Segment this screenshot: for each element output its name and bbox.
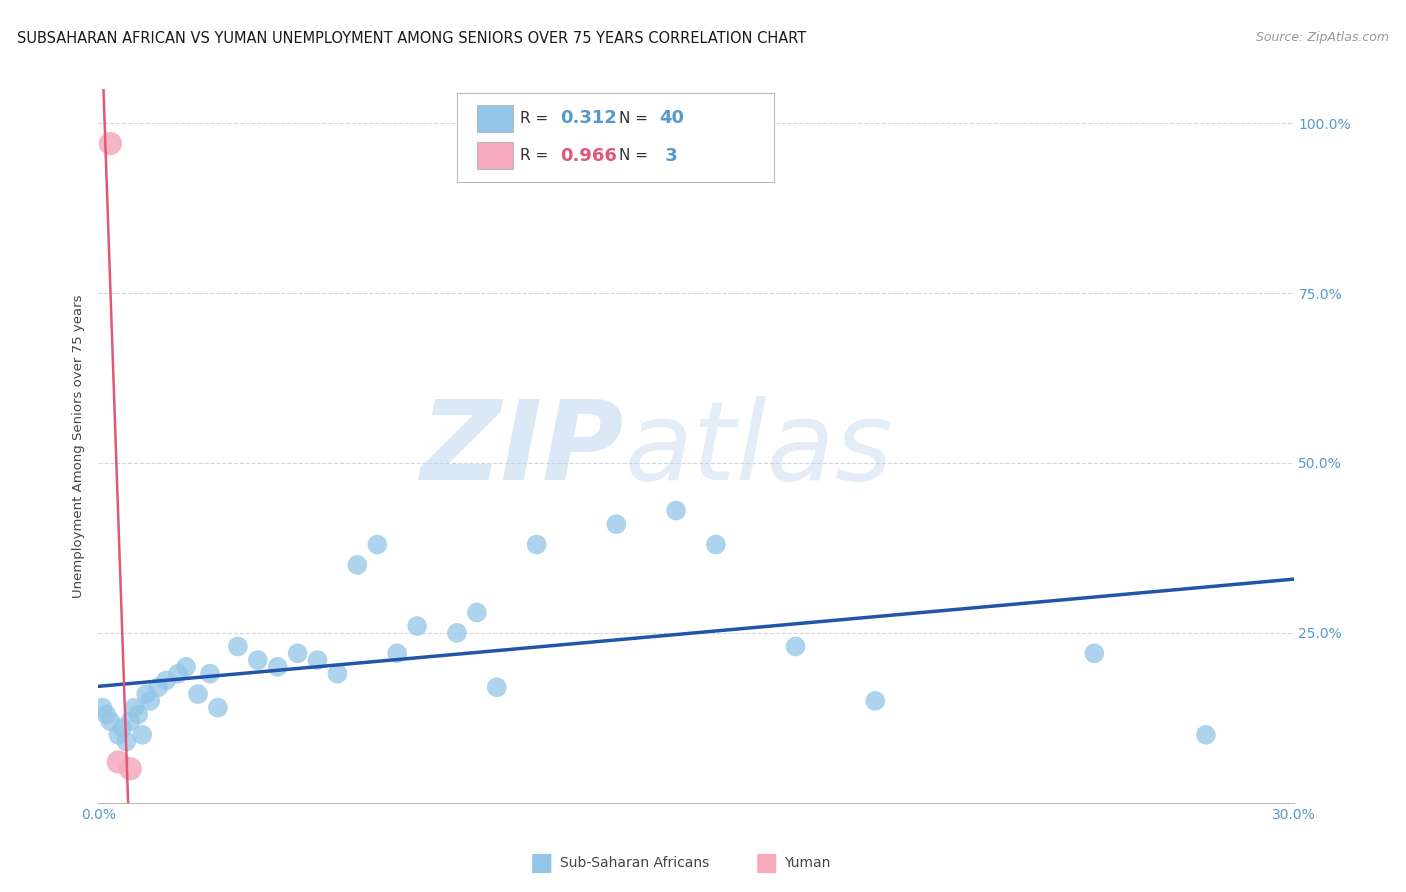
Point: [665, 503, 688, 517]
Text: ZIP: ZIP: [420, 396, 624, 503]
Point: [124, 700, 146, 714]
Point: [465, 606, 488, 620]
Point: [785, 640, 807, 654]
Point: [98, 714, 122, 729]
Text: Sub-Saharan Africans: Sub-Saharan Africans: [560, 855, 709, 870]
Point: [167, 666, 190, 681]
Point: [187, 687, 209, 701]
Text: N =: N =: [620, 148, 654, 163]
FancyBboxPatch shape: [457, 93, 773, 182]
Y-axis label: Unemployment Among Seniors over 75 years: Unemployment Among Seniors over 75 years: [72, 294, 86, 598]
Point: [406, 619, 429, 633]
Point: [526, 537, 548, 551]
Point: [446, 626, 468, 640]
Point: [287, 646, 309, 660]
Text: atlas: atlas: [624, 396, 893, 503]
Text: 0.966: 0.966: [560, 146, 617, 164]
Point: [1083, 646, 1105, 660]
Text: N =: N =: [620, 111, 654, 126]
Point: [326, 666, 349, 681]
Point: [605, 517, 627, 532]
Point: [704, 537, 727, 551]
FancyBboxPatch shape: [477, 142, 513, 169]
Text: 0.312: 0.312: [560, 110, 617, 128]
Point: [366, 537, 388, 551]
Point: [198, 666, 221, 681]
Point: [120, 762, 142, 776]
Point: [148, 680, 170, 694]
Text: R =: R =: [520, 148, 554, 163]
Point: [1195, 728, 1218, 742]
Point: [107, 755, 129, 769]
Point: [385, 646, 409, 660]
Text: Yuman: Yuman: [785, 855, 831, 870]
Point: [865, 694, 887, 708]
Point: [346, 558, 368, 572]
Point: [267, 660, 290, 674]
Text: R =: R =: [520, 111, 554, 126]
Point: [485, 680, 508, 694]
Point: [98, 136, 122, 151]
Point: [96, 707, 118, 722]
Point: [307, 653, 329, 667]
Text: 40: 40: [659, 110, 683, 128]
Point: [226, 640, 249, 654]
Point: [131, 728, 153, 742]
Point: [155, 673, 177, 688]
Point: [135, 687, 157, 701]
FancyBboxPatch shape: [477, 105, 513, 132]
Text: ■: ■: [755, 851, 778, 874]
Point: [107, 728, 129, 742]
Point: [207, 700, 229, 714]
Text: ■: ■: [530, 851, 553, 874]
Text: Source: ZipAtlas.com: Source: ZipAtlas.com: [1256, 31, 1389, 45]
Point: [111, 721, 134, 735]
Point: [246, 653, 269, 667]
Point: [120, 714, 142, 729]
Point: [91, 700, 114, 714]
Text: 3: 3: [659, 146, 678, 164]
Point: [127, 707, 149, 722]
Point: [139, 694, 162, 708]
Point: [174, 660, 197, 674]
Text: SUBSAHARAN AFRICAN VS YUMAN UNEMPLOYMENT AMONG SENIORS OVER 75 YEARS CORRELATION: SUBSAHARAN AFRICAN VS YUMAN UNEMPLOYMENT…: [17, 31, 806, 46]
Point: [115, 734, 138, 748]
